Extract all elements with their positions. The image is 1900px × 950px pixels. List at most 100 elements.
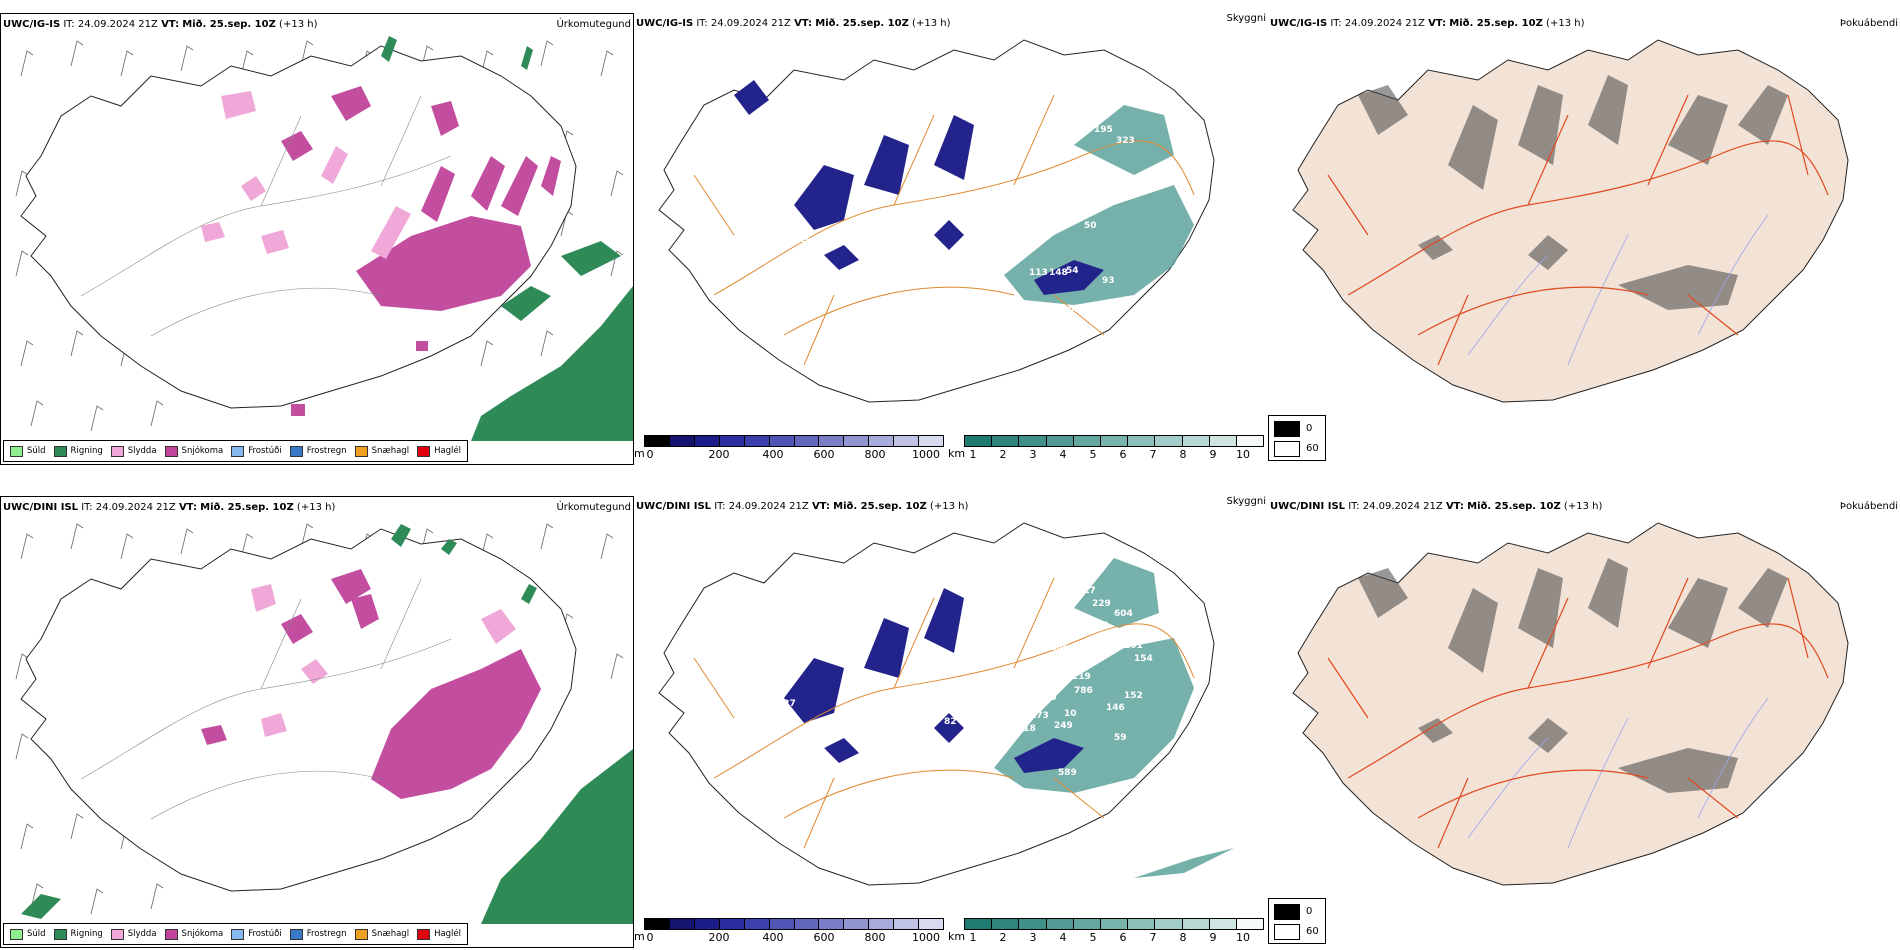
- ceiling-value: 148: [1049, 268, 1068, 278]
- ceiling-value: 109: [1038, 693, 1057, 703]
- legend-swatch: [10, 928, 23, 940]
- legend-swatch: [1274, 421, 1300, 437]
- legend-swatch: [231, 445, 245, 457]
- legend-item: Slydda: [110, 445, 157, 457]
- scale-tick: 0: [646, 931, 654, 944]
- roads: [80, 95, 452, 337]
- scale-tick: 8: [1179, 448, 1187, 461]
- ceiling-value: 176: [1021, 237, 1040, 247]
- legend-swatch: [417, 445, 431, 457]
- ceiling-value: 63: [984, 723, 997, 733]
- panel-header: UWC/IG-IS IT: 24.09.2024 21Z VT: Mið. 25…: [3, 19, 318, 30]
- precip-type-map: [15, 36, 633, 441]
- scale-bin: [1128, 436, 1156, 446]
- scale-bin: [1073, 919, 1101, 929]
- scale-bin: [1073, 436, 1101, 446]
- ceiling-value: 219: [1072, 672, 1091, 682]
- legend-label: 0: [1306, 906, 1313, 917]
- scale-ticks: 0 200 400 600 800 1000: [644, 930, 944, 944]
- scale-tick: 5: [1089, 931, 1097, 944]
- legend-item: Frostregn: [289, 928, 347, 940]
- scale-tick: 10: [1236, 931, 1250, 944]
- scale-bin: [1100, 436, 1129, 446]
- ceiling-value: 152: [1124, 691, 1143, 701]
- roads: [693, 94, 1195, 366]
- legend-swatch: [354, 445, 368, 457]
- legend-item: Snæhagl: [354, 445, 409, 457]
- ceiling-scale: m 0 200 400 600 800 1000: [634, 435, 944, 461]
- scale-bin: [965, 436, 993, 446]
- scale-bin: [819, 436, 845, 446]
- ceiling-value: 605: [1062, 305, 1081, 315]
- roads: [1327, 577, 1829, 849]
- rain-areas: [21, 524, 633, 924]
- ceiling-values: 317 229 604 189 101 154 148 106 107 219 …: [756, 586, 1153, 778]
- rivers: [1467, 697, 1769, 849]
- fog-map: [1292, 522, 1849, 886]
- ceiling-value: 78: [846, 707, 859, 717]
- precip-legend: Súld Rigning Slydda Snjókoma Frostúði Fr…: [3, 440, 469, 462]
- scale-bin: [992, 919, 1020, 929]
- ceiling-value: 76: [814, 746, 827, 756]
- scale-bin: [645, 919, 670, 929]
- scale-bin: [1209, 919, 1237, 929]
- scale-bin: [894, 436, 920, 446]
- scale-unit: m: [634, 930, 645, 943]
- ceiling-value: 82: [944, 717, 957, 727]
- ceiling-scale: m 0 200 400 600 800 1000: [634, 918, 944, 944]
- ceiling-value: 93: [1102, 276, 1115, 286]
- legend-swatch: [110, 445, 124, 457]
- legend-label: 60: [1306, 926, 1319, 937]
- legend-item: Frostúði: [231, 928, 282, 940]
- ceiling-value: 107: [1064, 657, 1083, 667]
- ceiling-value: 146: [1106, 703, 1125, 713]
- scale-tick: 800: [864, 448, 886, 461]
- ceiling-value: 30: [939, 395, 952, 405]
- scale-bin: [1155, 436, 1183, 446]
- scale-bin: [1209, 436, 1237, 446]
- scale-bin: [1019, 919, 1047, 929]
- ceiling-value: 323: [1116, 136, 1135, 146]
- scale-bin: [894, 919, 920, 929]
- scale-bin: [919, 919, 944, 929]
- legend-item: Haglél: [417, 928, 461, 940]
- ceiling-value: 154: [1134, 654, 1153, 664]
- ceiling-value: 106: [1050, 643, 1069, 653]
- legend-swatch: [1274, 441, 1300, 457]
- scale-bin: [919, 436, 944, 446]
- scale-bin: [769, 436, 795, 446]
- scale-tick: 5: [1089, 448, 1097, 461]
- scale-tick: 200: [708, 448, 730, 461]
- scale-tick: 600: [813, 448, 835, 461]
- visibility-map: 317 229 604 189 101 154 148 106 107 219 …: [658, 522, 1234, 886]
- scale-tick: 9: [1209, 448, 1217, 461]
- panel-header: UWC/IG-IS IT: 24.09.2024 21Z VT: Mið. 25…: [1270, 18, 1585, 29]
- scale-bin: [645, 436, 670, 446]
- visibility-scale: km 1 2 3 4 5 6 7 8 9 10: [948, 918, 1264, 944]
- legend-item: Snæhagl: [354, 928, 409, 940]
- ceiling-value: 249: [1054, 721, 1073, 731]
- scale-bin: [669, 436, 695, 446]
- legend-swatch: [164, 445, 178, 457]
- scale-bin: [1236, 919, 1264, 929]
- scale-bin: [869, 919, 895, 929]
- ceiling-value: 59: [1114, 733, 1127, 743]
- ceiling-value: 189: [1090, 621, 1109, 631]
- scale-tick: 10: [1236, 448, 1250, 461]
- legend-swatch: [53, 445, 67, 457]
- ceiling-value: 50: [1084, 221, 1097, 231]
- visibility-panel-row2: UWC/DINI ISL IT: 24.09.2024 21Z VT: Mið.…: [634, 496, 1268, 948]
- visibility-panel-row1: UWC/IG-IS IT: 24.09.2024 21Z VT: Mið. 25…: [634, 13, 1268, 465]
- scale-bin: [1128, 919, 1156, 929]
- fog-shading: [1358, 558, 1788, 793]
- legend-swatch: [289, 445, 303, 457]
- legend-swatch: [53, 928, 67, 940]
- scale-tick: 4: [1059, 931, 1067, 944]
- ceiling-value: 229: [1092, 599, 1111, 609]
- scale-tick: 4: [1059, 448, 1067, 461]
- scale-bin: [1155, 919, 1183, 929]
- snow-areas: [281, 86, 561, 416]
- scale-bin: [819, 919, 845, 929]
- scale-tick: 400: [762, 448, 784, 461]
- scale-bin: [769, 919, 795, 929]
